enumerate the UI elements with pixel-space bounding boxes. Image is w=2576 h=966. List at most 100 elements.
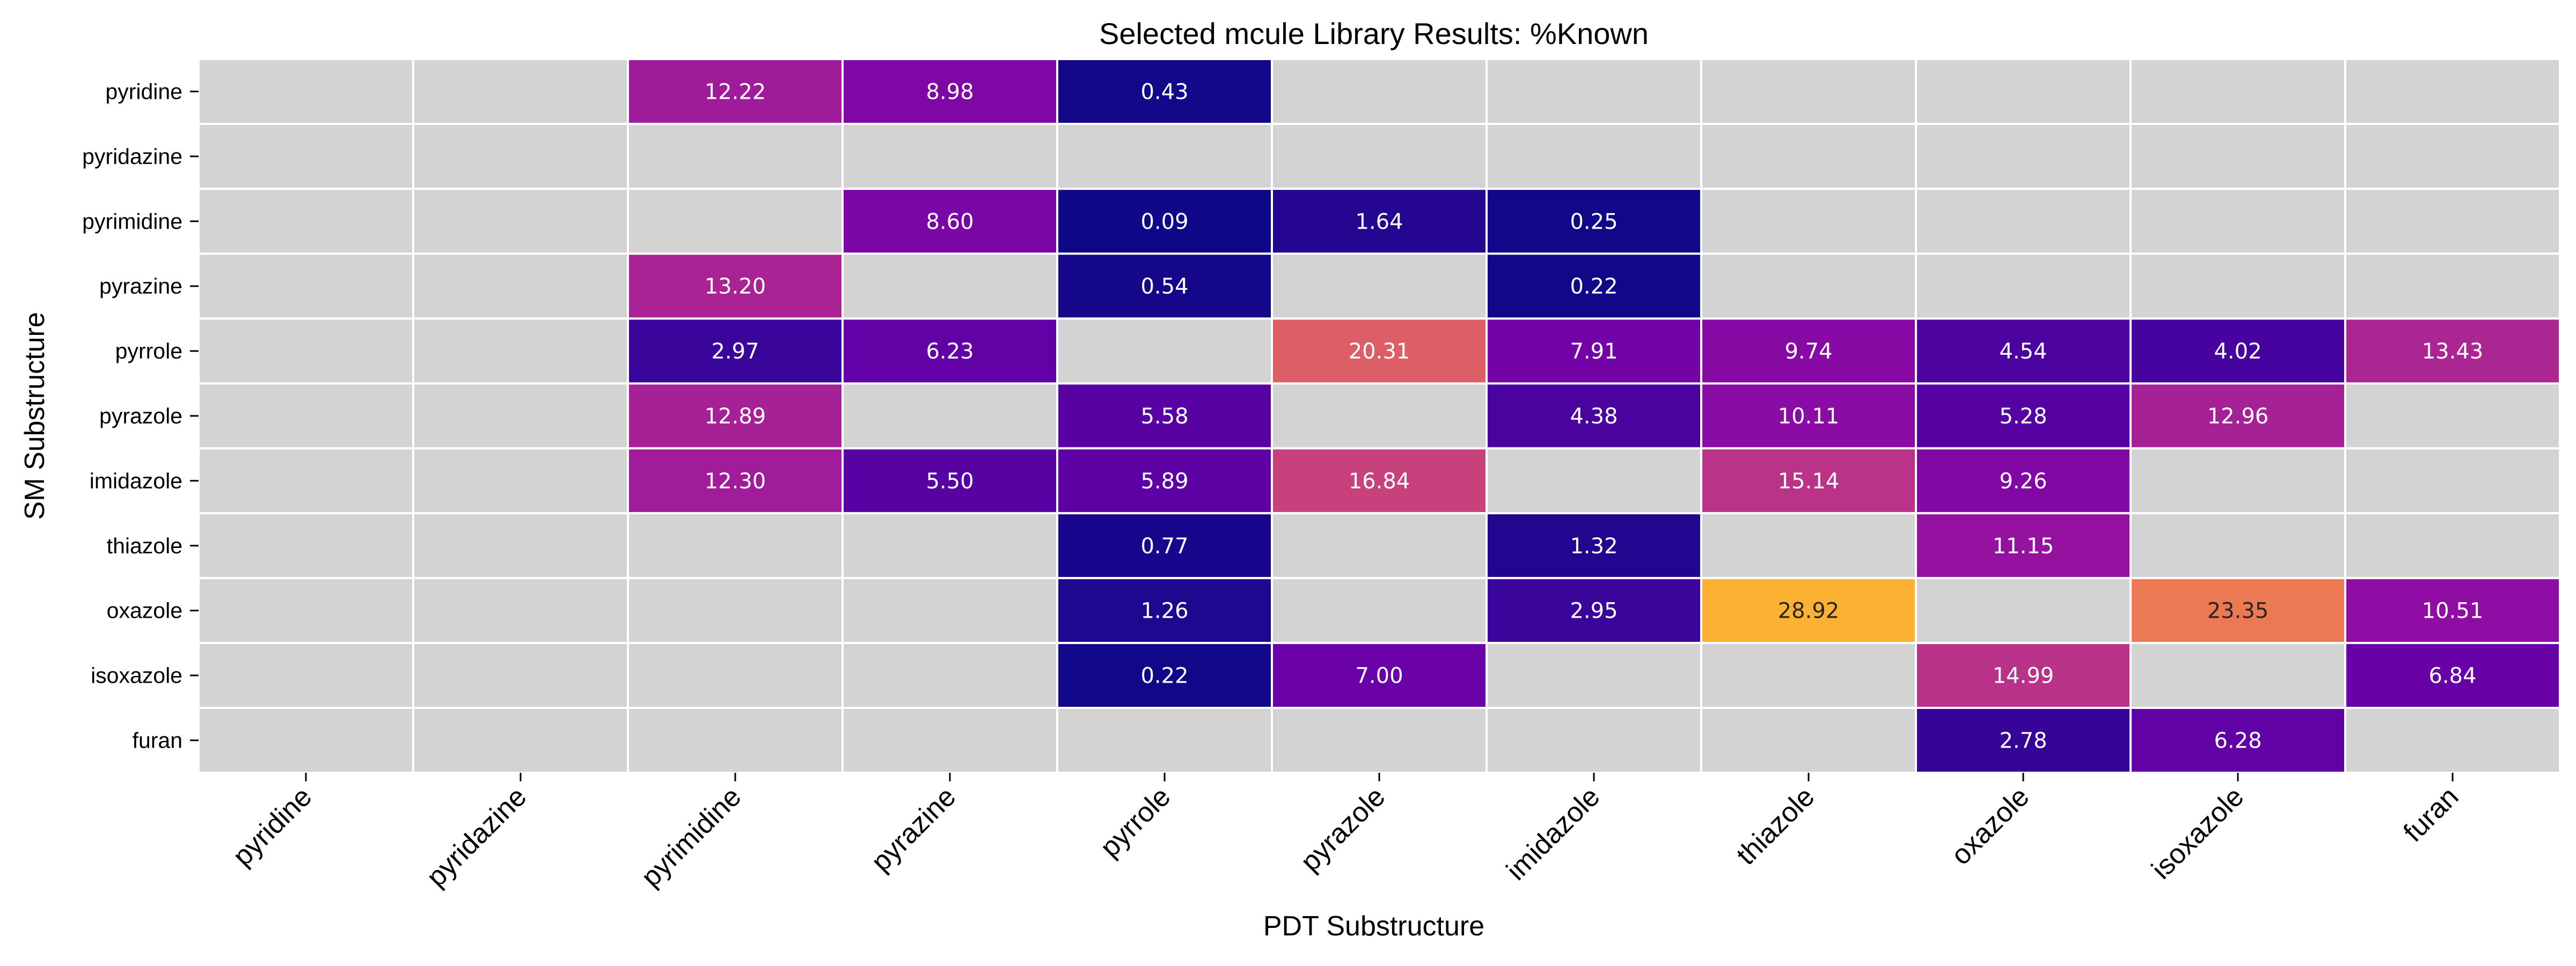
heatmap-cell-empty	[627, 187, 844, 255]
heatmap-cell-value: 12.22	[705, 79, 766, 104]
heatmap-cell-value: 8.98	[926, 79, 974, 104]
heatmap-cell-empty	[1915, 577, 2132, 645]
heatmap-cell-value: 7.00	[1355, 664, 1403, 689]
heatmap-cell-value: 6.28	[2214, 728, 2262, 753]
heatmap-cell	[2129, 707, 2346, 774]
heatmap-cell-empty	[1485, 447, 1702, 515]
heatmap-cell	[627, 447, 844, 515]
heatmap-cell-empty	[2344, 707, 2561, 774]
y-tick-label: pyrimidine	[82, 209, 182, 233]
y-tick-label: thiazole	[107, 533, 182, 558]
heatmap-cell-empty	[1056, 122, 1273, 190]
heatmap-cell-empty	[2129, 122, 2346, 190]
heatmap-cell-empty	[1700, 512, 1917, 580]
y-axis: pyridine pyridazine pyrimidine pyrazine pyrr…	[82, 79, 199, 752]
heatmap-cell	[1485, 252, 1702, 320]
x-tick-label: pyrimidine	[635, 781, 748, 893]
heatmap-cell-value: 0.22	[1570, 274, 1618, 299]
heatmap-cell-empty	[1485, 707, 1702, 774]
x-axis: pyridine pyridazine pyrimidine pyrazine pyrr…	[227, 772, 2464, 893]
x-tick-label: imidazole	[1501, 781, 1606, 886]
heatmap-cell-empty	[627, 577, 844, 645]
y-tick-label: isoxazole	[91, 663, 182, 688]
heatmap-cell-empty	[2129, 447, 2346, 515]
x-tick-label: pyridazine	[421, 781, 533, 893]
heatmap-cell-empty	[197, 122, 414, 190]
heatmap-cell-empty	[1700, 187, 1917, 255]
heatmap-cell	[1485, 577, 1702, 645]
heatmap-cell-value: 6.23	[926, 339, 974, 364]
heatmap-cell	[1700, 447, 1917, 515]
heatmap-cell-value: 6.84	[2428, 664, 2476, 689]
y-tick-label: pyrrole	[115, 339, 182, 363]
heatmap-cell-value: 0.09	[1140, 209, 1188, 234]
heatmap-cell-value: 12.30	[705, 469, 766, 494]
y-tick-label: oxazole	[107, 598, 182, 623]
heatmap-cell-empty	[1915, 252, 2132, 320]
y-tick-label: pyrazine	[99, 274, 182, 298]
heatmap-cell-empty	[841, 382, 1058, 450]
heatmap-cell	[1915, 707, 2132, 774]
heatmap-cell-empty	[2129, 58, 2346, 125]
heatmap-cell	[1485, 512, 1702, 580]
heatmap-cell	[2129, 317, 2346, 385]
heatmap-cell-empty	[841, 252, 1058, 320]
heatmap-cell-empty	[1915, 187, 2132, 255]
heatmap-cell-value: 5.50	[926, 469, 974, 494]
heatmap-cell-value: 7.91	[1570, 339, 1618, 364]
heatmap-cell-value: 4.02	[2214, 339, 2262, 364]
heatmap-cell-empty	[1271, 382, 1488, 450]
heatmap-cell-empty	[412, 707, 629, 774]
x-tick-label: isoxazole	[2146, 781, 2250, 885]
heatmap-cell-empty	[2344, 512, 2561, 580]
heatmap-cell-empty	[1700, 252, 1917, 320]
heatmap-cell-empty	[412, 122, 629, 190]
heatmap-cell-empty	[2344, 447, 2561, 515]
y-axis-title: SM Substructure	[19, 312, 50, 519]
heatmap-cell-empty	[1915, 122, 2132, 190]
heatmap-cell	[1056, 642, 1273, 709]
heatmap-cell-empty	[1700, 642, 1917, 709]
heatmap-cell-value: 23.35	[2207, 599, 2269, 624]
heatmap-cell-empty	[197, 642, 414, 709]
heatmap-cell-empty	[841, 512, 1058, 580]
heatmap-cell-value: 4.38	[1570, 404, 1618, 429]
heatmap-cell	[1915, 642, 2132, 709]
heatmap-cell-empty	[2129, 252, 2346, 320]
y-tick-label: pyridazine	[82, 144, 182, 169]
heatmap-cell-empty	[1271, 707, 1488, 774]
heatmap-cell	[2344, 577, 2561, 645]
heatmap-cell-empty	[627, 642, 844, 709]
heatmap-cell-value: 2.95	[1570, 599, 1618, 624]
heatmap-cell-empty	[1700, 707, 1917, 774]
heatmap-cell-empty	[627, 512, 844, 580]
heatmap-cell	[1915, 447, 2132, 515]
heatmap-cell-value: 0.25	[1570, 209, 1618, 234]
heatmap-cell-value: 15.14	[1778, 469, 1840, 494]
y-tick-label: furan	[133, 728, 182, 752]
heatmap-cell-empty	[412, 512, 629, 580]
x-tick-label: pyrazine	[865, 781, 962, 877]
heatmap-cell-value: 0.22	[1140, 664, 1188, 689]
heatmap-cell-empty	[412, 577, 629, 645]
x-tick-label: pyrazole	[1294, 781, 1391, 877]
heatmap-cell-empty	[1056, 707, 1273, 774]
heatmap-cell-value: 13.43	[2422, 339, 2484, 364]
heatmap-cell-empty	[1271, 122, 1488, 190]
heatmap-cell-value: 13.20	[705, 274, 766, 299]
heatmap-cell-empty	[627, 707, 844, 774]
heatmap-cell-value: 0.43	[1140, 79, 1188, 104]
heatmap-cell-empty	[412, 642, 629, 709]
x-axis-title: PDT Substructure	[1263, 911, 1484, 942]
heatmap-cell	[1271, 317, 1488, 385]
heatmap-cell-labels: 12.22 8.98 0.43 8.60 0.09 1.64 0.25 13.20 0.54 0.…	[705, 79, 2484, 753]
heatmap-cell-empty	[197, 382, 414, 450]
heatmap-cells	[197, 58, 2561, 774]
heatmap-cell-empty	[1485, 642, 1702, 709]
heatmap-cell-value: 0.77	[1140, 534, 1188, 559]
heatmap-cell-empty	[197, 58, 414, 125]
heatmap-cell-empty	[841, 642, 1058, 709]
heatmap-cell-value: 12.96	[2207, 404, 2269, 429]
heatmap-cell-empty	[1700, 122, 1917, 190]
